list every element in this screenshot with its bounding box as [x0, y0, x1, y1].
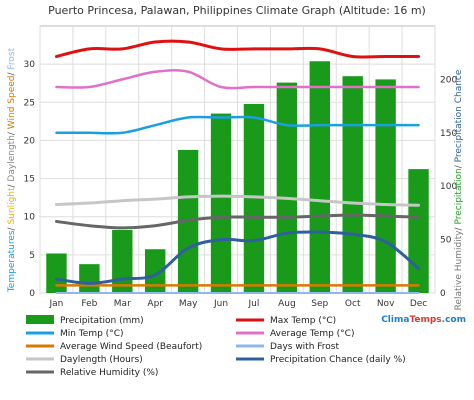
right-tick-label: 150: [440, 129, 457, 139]
precipitation-bar: [79, 264, 100, 293]
precipitation-bar: [46, 253, 67, 293]
x-tick-label: Sep: [311, 299, 328, 309]
legend-label-precipitation-mm: Precipitation (mm): [60, 316, 144, 326]
axis-label-segment: Daylength: [7, 135, 17, 181]
axis-label-segment: Precipitation Chance: [454, 69, 464, 162]
legend-label-precipitation-chance-daily: Precipitation Chance (daily %): [270, 355, 406, 365]
right-tick-label: 50: [440, 236, 452, 246]
x-tick-label: Jul: [248, 299, 260, 309]
axis-label-segment: /: [454, 225, 464, 231]
precipitation-bar: [243, 103, 265, 294]
line-max-temp-c: [54, 39, 421, 59]
line-daylength-hours: [54, 194, 421, 207]
right-tick-label: 200: [440, 75, 457, 85]
axis-label-segment: Sunlight: [7, 187, 17, 225]
precipitation-bar: [342, 76, 363, 293]
x-tick-label: May: [179, 299, 198, 309]
precipitation-bar: [112, 229, 133, 293]
x-tick-label: Nov: [377, 299, 395, 309]
precipitation-bar: [309, 61, 330, 293]
x-tick-label: Oct: [345, 299, 361, 309]
brand-part-1: Clima: [381, 315, 409, 325]
brand-logo: ClimaTemps.com: [381, 315, 466, 325]
axis-label-segment: /: [7, 182, 17, 188]
left-tick-label: 15: [24, 175, 35, 185]
precipitation-bar: [276, 82, 298, 293]
left-tick-label: 0: [29, 289, 35, 299]
line-average-temp-c: [55, 69, 420, 90]
line-relative-humidity: [54, 213, 421, 230]
left-tick-label: 20: [24, 136, 36, 146]
legend-label-average-temp-c: Average Temp (°C): [270, 329, 354, 339]
right-axis-label: Relative Humidity/ Precipitation/ Precip…: [454, 69, 464, 310]
precipitation-bars: [46, 61, 429, 294]
line-precipitation-chance-daily: [54, 230, 421, 285]
brand-part-2: Temps: [409, 315, 441, 325]
axis-label-segment: /: [7, 129, 17, 135]
right-tick-label: 100: [440, 182, 457, 192]
left-tick-label: 25: [24, 98, 35, 108]
x-tick-label: Mar: [114, 299, 131, 309]
series-lines: [54, 39, 421, 295]
precipitation-bar: [408, 169, 429, 293]
precipitation-bar: [210, 113, 232, 294]
left-tick-label: 10: [24, 213, 36, 223]
left-tick-label: 30: [24, 60, 36, 70]
axis-label-segment: Wind Speed: [7, 75, 17, 129]
chart-title: Puerto Princesa, Palawan, Philippines Cl…: [48, 4, 426, 17]
precipitation-bar: [145, 249, 166, 293]
left-tick-label: 5: [29, 251, 35, 261]
legend-label-average-wind-speed-beaufort: Average Wind Speed (Beaufort): [60, 342, 202, 352]
left-axis-label: Temperatures/ Sunlight/ Daylength/ Wind …: [7, 47, 17, 293]
right-tick-label: 0: [440, 289, 446, 299]
precipitation-bar: [375, 79, 396, 294]
legend-label-daylength-hours: Daylength (Hours): [60, 355, 143, 365]
axis-label-segment: /: [7, 70, 17, 76]
line-min-temp-c: [55, 115, 420, 135]
axis-label-segment: Relative Humidity: [454, 230, 464, 311]
legend: Precipitation (mm) Max Temp (°C) Min Temp …: [26, 315, 406, 378]
x-tick-label: Jun: [213, 299, 228, 309]
legend-label-days-with-frost: Days with Frost: [270, 342, 339, 352]
axis-label-segment: Temperatures: [7, 230, 17, 293]
axis-label-segment: Frost: [7, 47, 17, 69]
x-axis-ticks: Jan Feb Mar Apr May Jun Jul Aug Sep Oct Nov Dec: [49, 299, 428, 309]
brand-part-3: .com: [442, 315, 466, 325]
x-tick-label: Feb: [81, 299, 97, 309]
legend-label-relative-humidity: Relative Humidity (%): [60, 368, 158, 378]
legend-label-max-temp-c: Max Temp (°C): [270, 316, 336, 326]
x-tick-label: Aug: [278, 299, 296, 309]
axis-label-segment: Precipitation: [454, 168, 464, 224]
left-axis-ticks: 0 5 10 15 20 25 30: [24, 60, 36, 299]
x-tick-label: Dec: [410, 299, 427, 309]
axis-label-segment: /: [7, 225, 17, 231]
axis-label-segment: /: [454, 162, 464, 168]
right-axis-ticks: 0 50 100 150 200: [440, 75, 457, 299]
legend-label-min-temp-c: Min Temp (°C): [60, 329, 123, 339]
legend-swatch-precipitation-mm: [26, 315, 54, 324]
x-tick-label: Jan: [49, 299, 64, 309]
x-tick-label: Apr: [147, 299, 163, 309]
